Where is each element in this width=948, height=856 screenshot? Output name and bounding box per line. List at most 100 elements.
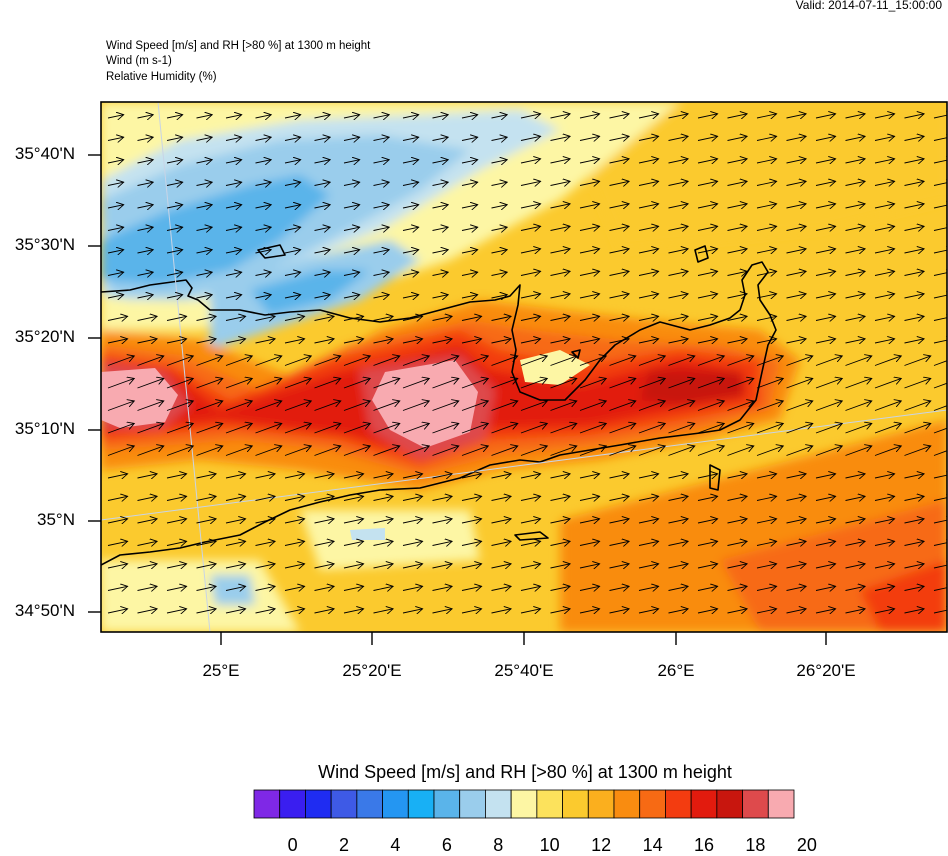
wind-arrow	[196, 205, 213, 208]
wind-arrow	[815, 378, 842, 389]
wind-arrow	[166, 474, 187, 478]
wind-arrow	[373, 401, 400, 411]
wind-arrow	[314, 378, 341, 389]
wind-arrow	[609, 181, 630, 185]
wind-arrow	[904, 294, 925, 298]
wind-arrow	[579, 204, 600, 208]
wind-arrow	[520, 271, 541, 275]
wind-arrow	[874, 401, 901, 411]
lat-label-35-30: 35°30'N	[14, 235, 75, 254]
wind-arrow	[550, 226, 571, 230]
wind-arrow	[196, 356, 223, 366]
wind-arrow	[727, 181, 748, 185]
wind-arrow	[904, 339, 925, 343]
wind-arrow	[314, 446, 341, 456]
wind-arrow	[255, 586, 276, 590]
wind-arrow	[668, 474, 689, 478]
wind-arrow	[402, 356, 429, 366]
colorbar-swatch	[510, 789, 538, 819]
wind-arrow	[697, 316, 718, 320]
wind-arrow	[668, 496, 689, 500]
wind-arrow	[284, 316, 305, 320]
wind-arrow	[727, 294, 748, 298]
colorbar-tick-label: 10	[539, 835, 560, 855]
wind-arrow	[579, 541, 600, 545]
wind-arrow	[255, 316, 276, 320]
wind-arrow	[284, 182, 301, 185]
wind-arrow	[874, 423, 901, 434]
wind-arrow	[255, 272, 272, 275]
wind-arrow	[550, 423, 577, 434]
wind-arrow	[225, 316, 246, 320]
wind-arrow	[166, 227, 183, 230]
wind-arrow	[786, 378, 813, 389]
wind-arrow	[225, 446, 252, 456]
wind-arrow	[845, 401, 872, 411]
wind-arrow	[314, 250, 331, 253]
wind-arrow	[314, 295, 331, 298]
wind-arrow	[107, 356, 134, 366]
wind-arrow	[255, 339, 276, 343]
wind-arrow	[373, 272, 390, 275]
wind-arrow	[815, 496, 836, 500]
wind-arrow	[638, 519, 659, 523]
wind-arrow	[225, 401, 252, 411]
wind-arrow	[255, 541, 276, 545]
wind-arrow	[638, 423, 665, 434]
wind-arrow	[491, 250, 508, 253]
wind-arrow	[196, 609, 217, 613]
wind-arrow	[520, 356, 547, 366]
wind-arrow	[727, 564, 748, 568]
wind-arrow	[461, 137, 478, 140]
wind-arrow	[727, 586, 748, 590]
wind-arrow	[314, 356, 341, 366]
wind-arrow	[815, 159, 836, 163]
wind-arrow	[373, 356, 400, 366]
wind-arrow	[314, 401, 341, 411]
wind-arrow	[166, 115, 183, 118]
wind-arrow	[904, 378, 931, 389]
wind-arrow	[638, 114, 659, 118]
wind-arrow	[225, 609, 246, 613]
wind-arrow	[284, 295, 301, 298]
wind-arrow	[845, 496, 866, 500]
wind-arrow	[373, 541, 394, 545]
wind-arrow	[550, 356, 577, 366]
wind-arrow	[196, 227, 213, 230]
wind-arrow	[107, 378, 134, 389]
wind-arrow	[343, 339, 364, 343]
wind-arrow	[727, 356, 754, 366]
wind-arrow	[343, 609, 364, 613]
axis-ticks	[88, 154, 827, 645]
wind-arrow	[550, 339, 571, 343]
wind-arrow	[461, 339, 482, 343]
wind-arrow	[550, 271, 571, 275]
wind-arrow	[756, 356, 783, 366]
wind-arrow	[668, 339, 689, 343]
wind-arrow	[107, 496, 128, 500]
wind-arrow	[166, 316, 187, 320]
wind-arrow	[402, 182, 419, 185]
wind-arrow	[786, 181, 807, 185]
wind-arrow	[933, 474, 947, 478]
wind-arrow	[579, 446, 606, 456]
wind-arrow	[225, 541, 246, 545]
wind-arrow	[520, 496, 541, 500]
wind-arrow	[196, 423, 223, 434]
wind-arrow	[373, 182, 390, 185]
lat-label-35-10: 35°10'N	[14, 419, 75, 438]
wind-arrow	[284, 564, 305, 568]
wind-arrow	[461, 115, 478, 118]
wind-arrow	[314, 339, 335, 343]
wind-arrow	[609, 114, 630, 118]
colorbar-tick-label: 4	[390, 835, 401, 855]
wind-arrow	[815, 401, 842, 411]
wind-arrow	[255, 115, 272, 118]
wind-arrow	[402, 227, 419, 230]
wind-arrow	[491, 519, 512, 523]
wind-arrow	[579, 181, 600, 185]
wind-arrow	[343, 316, 364, 320]
wind-arrow	[314, 609, 335, 613]
wind-arrow	[284, 609, 305, 613]
wind-arrow	[432, 205, 449, 208]
